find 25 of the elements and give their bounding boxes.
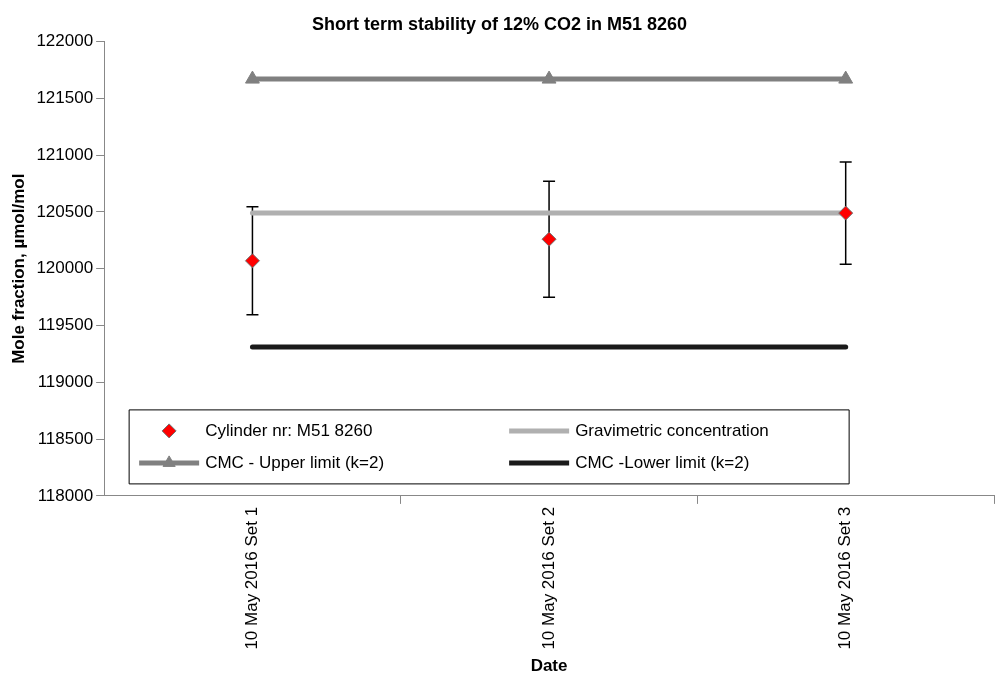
- point: [245, 70, 260, 84]
- y-tick-label: 119500: [37, 315, 94, 335]
- y-tick-label: 118500: [37, 428, 94, 448]
- x-tick-label: 10 May 2016 Set 2: [538, 506, 558, 650]
- legend-label: CMC -Lower limit (k=2): [575, 452, 750, 472]
- point: [541, 70, 557, 84]
- x-tick-label: 10 May 2016 Set 3: [835, 506, 855, 650]
- legend-label: Cylinder nr: M51 8260: [205, 420, 373, 440]
- y-tick-label: 118000: [37, 485, 94, 505]
- legend-label: CMC - Upper limit (k=2): [205, 452, 385, 472]
- chart-title: Short term stability of 12% CO2 in M51 8260: [311, 13, 688, 34]
- y-axis-title: Mole fraction, µmol/mol: [8, 173, 28, 364]
- y-tick-label: 121500: [36, 88, 94, 108]
- y-tick-label: 120000: [36, 258, 94, 278]
- point: [244, 253, 260, 269]
- point: [541, 231, 557, 247]
- y-tick-label: 121000: [36, 144, 94, 164]
- legend-label: Gravimetric concentration: [575, 420, 769, 440]
- y-tick-label: 119000: [37, 372, 94, 392]
- point: [838, 70, 854, 84]
- x-axis-title: Date: [530, 656, 568, 676]
- y-tick-label: 122000: [36, 31, 94, 51]
- point: [838, 205, 854, 221]
- x-tick-label: 10 May 2016 Set 1: [242, 506, 262, 650]
- y-tick-label: 120500: [36, 201, 94, 221]
